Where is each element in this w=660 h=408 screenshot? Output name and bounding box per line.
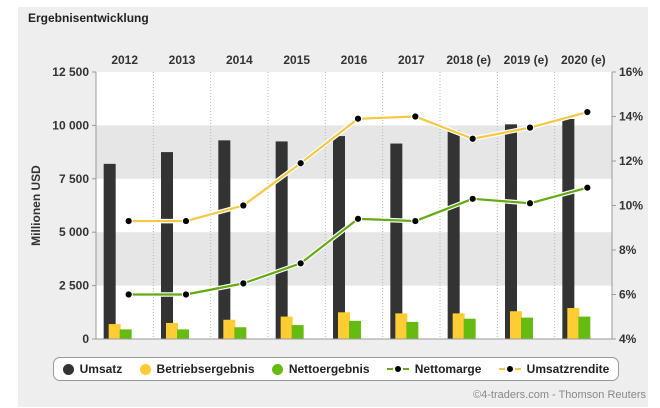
x-tick-label: 2017 (398, 53, 425, 67)
point-nettomarge (239, 279, 248, 288)
y-axis-title: Millionen USD (29, 165, 43, 246)
x-tick-label: 2013 (169, 53, 196, 67)
y-tick-label-left: 12 500 (52, 65, 89, 79)
legend-swatch-nettomarge (386, 364, 409, 374)
point-umsatzrendite (411, 112, 420, 121)
point-umsatzrendite (468, 134, 477, 143)
bar-umsatz (390, 143, 403, 339)
x-tick-label: 2015 (283, 53, 310, 67)
point-nettomarge (296, 259, 305, 268)
y-tick-label-left: 5 000 (59, 225, 89, 239)
bar-nettoergebnis (234, 327, 247, 339)
legend-label-umsatzrendite: Umsatzrendite (526, 362, 610, 376)
y-tick-label-right: 8% (619, 243, 637, 257)
bar-betriebsergebnis (280, 316, 293, 339)
bar-betriebsergebnis (567, 308, 580, 339)
bar-nettoergebnis (463, 318, 476, 339)
plot-background (96, 72, 612, 339)
legend-swatch-betriebsergebnis (139, 363, 151, 375)
point-umsatzrendite (239, 201, 248, 210)
bar-nettoergebnis (578, 316, 591, 339)
point-nettomarge (181, 290, 191, 299)
bar-betriebsergebnis (108, 324, 121, 339)
point-umsatzrendite (124, 216, 133, 226)
legend-item-umsatzrendite[interactable]: Umsatzrendite (498, 362, 610, 376)
point-umsatzrendite (181, 216, 191, 226)
grid-band (96, 232, 612, 286)
legend-label-nettomarge: Nettomarge (414, 362, 482, 376)
legend-label-nettoergebnis: Nettoergebnis (288, 362, 370, 376)
bar-betriebsergebnis (338, 312, 350, 339)
chart-legend: Umsatz Betriebsergebnis Nettoergebnis Ne… (53, 357, 619, 381)
legend-swatch-nettoergebnis (271, 363, 283, 375)
point-nettomarge (124, 290, 133, 299)
y-tick-label-left: 7 500 (59, 172, 89, 186)
y-tick-label-left: 10 000 (52, 118, 89, 132)
legend-item-nettomarge[interactable]: Nettomarge (386, 362, 482, 376)
y-tick-label-left: 0 (82, 332, 89, 346)
bar-nettoergebnis (406, 321, 419, 339)
point-umsatzrendite (525, 123, 535, 132)
x-tick-label: 2018 (e) (446, 53, 491, 67)
chart-title: Ergebnisentwicklung (28, 11, 149, 25)
point-nettomarge (583, 183, 592, 192)
bar-betriebsergebnis (510, 311, 522, 339)
grid-band (96, 125, 612, 179)
legend-label-betriebsergebnis: Betriebsergebnis (156, 362, 255, 376)
legend-item-betriebsergebnis[interactable]: Betriebsergebnis (139, 362, 255, 376)
x-tick-label: 2012 (111, 53, 138, 67)
legend-swatch-umsatzrendite (498, 364, 521, 374)
bar-umsatz (103, 163, 116, 339)
legend-item-nettoergebnis[interactable]: Nettoergebnis (271, 362, 370, 376)
bar-betriebsergebnis (395, 313, 408, 339)
bar-betriebsergebnis (452, 313, 465, 339)
y-tick-label-right: 4% (619, 332, 637, 346)
bar-umsatz (275, 141, 288, 339)
bar-nettoergebnis (349, 320, 361, 339)
point-umsatzrendite (353, 114, 363, 123)
y-tick-label-left: 2 500 (59, 279, 89, 293)
y-tick-label-right: 14% (619, 110, 643, 124)
y-tick-label-right: 6% (619, 288, 637, 302)
bar-umsatz (218, 140, 231, 339)
point-umsatzrendite (583, 107, 592, 117)
bar-nettoergebnis (521, 317, 533, 339)
bar-umsatz (333, 136, 345, 339)
y-tick-label-right: 10% (619, 199, 643, 213)
point-nettomarge (353, 214, 363, 223)
legend-label-umsatz: Umsatz (79, 362, 123, 376)
bar-betriebsergebnis (223, 319, 236, 339)
y-tick-label-right: 12% (619, 154, 643, 168)
bar-nettoergebnis (119, 329, 132, 339)
point-nettomarge (525, 199, 535, 208)
legend-swatch-umsatz (62, 363, 74, 375)
x-tick-label: 2019 (e) (504, 53, 549, 67)
point-nettomarge (468, 194, 477, 203)
y-tick-label-right: 16% (619, 65, 643, 79)
bar-umsatz (562, 118, 575, 339)
source-credit: ©4-traders.com - Thomson Reuters (473, 389, 646, 401)
point-umsatzrendite (296, 159, 305, 168)
bar-nettoergebnis (291, 325, 304, 339)
x-tick-label: 2014 (226, 53, 253, 67)
x-tick-label: 2016 (341, 53, 368, 67)
point-nettomarge (411, 216, 420, 226)
legend-item-umsatz[interactable]: Umsatz (62, 362, 123, 376)
bar-umsatz (161, 152, 173, 339)
bar-nettoergebnis (177, 329, 189, 339)
bar-umsatz (505, 124, 517, 339)
bar-betriebsergebnis (166, 322, 178, 339)
x-tick-label: 2020 (e) (561, 53, 606, 67)
bar-umsatz (447, 130, 460, 339)
